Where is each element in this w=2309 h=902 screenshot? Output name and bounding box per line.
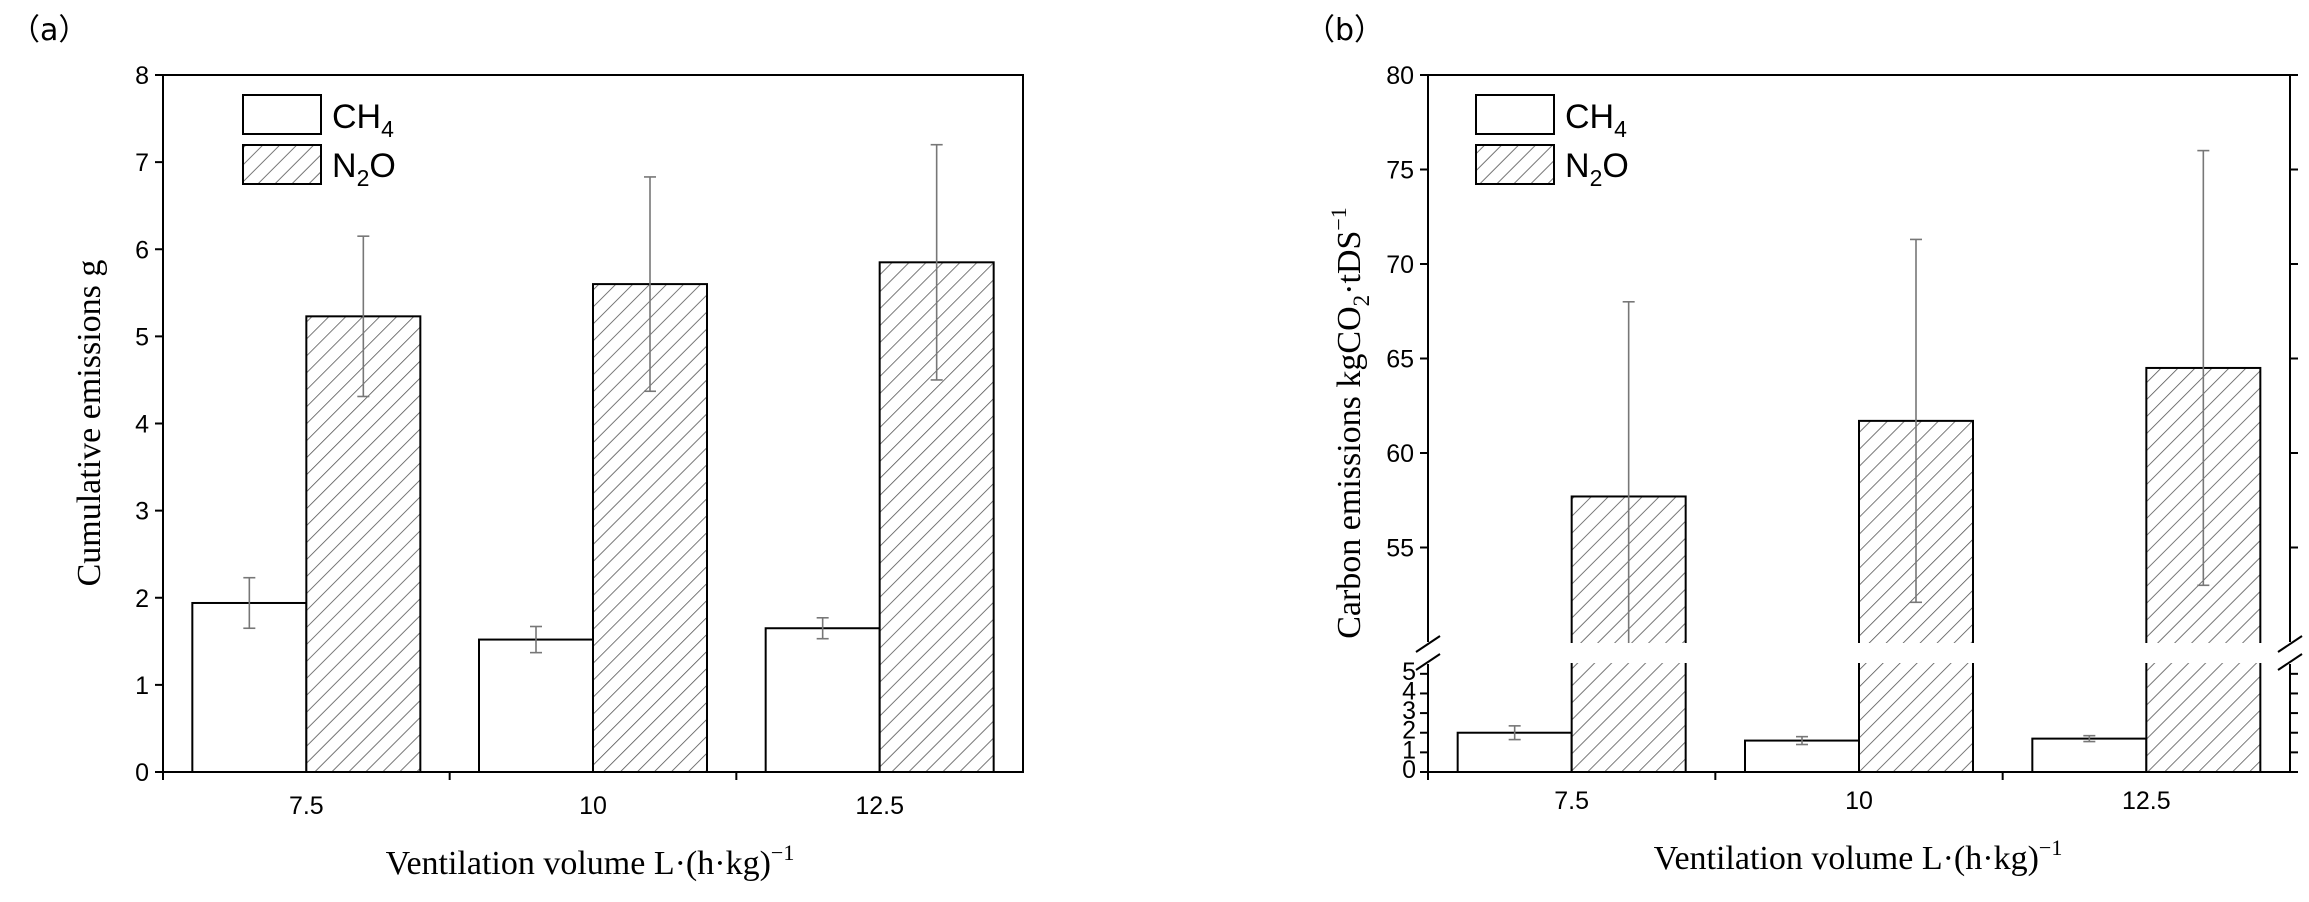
panel-a-y-axis: 0 1 2 3 4 5 6 7 8 [135,62,163,787]
panel-a-y-axis-title: Cumulative emissions g [71,260,108,587]
y-tick-label: 7 [135,149,149,177]
panel-b-x-axis: 7.5 10 12.5 [1427,772,2171,815]
y-tick-label: 2 [135,585,149,613]
y-tick-label: 1 [135,672,149,700]
legend-label-ch4: CH4 [1565,98,1627,142]
legend-label-n2o: N2O [332,147,396,191]
y-tick-label: 6 [135,236,149,264]
panel-a-x-axis: 7.5 10 12.5 [162,772,904,820]
y-tick-label: 2 [1402,717,1416,745]
x-tick-label: 10 [1845,787,1873,815]
x-tick-label: 12.5 [2122,787,2171,815]
y-tick-label: 5 [1402,658,1416,686]
panel-b-bars [1456,149,2262,774]
y-tick-label: 0 [135,759,149,787]
y-tick-label: 4 [135,411,149,439]
legend-swatch-ch4 [1475,94,1555,135]
y-tick-label: 65 [1386,346,1414,374]
y-tick-label: 75 [1386,157,1414,185]
panel-b-x-axis-title: Ventilation volume L·(h·kg)−1 [1654,835,2063,877]
x-tick-label: 12.5 [855,792,904,820]
y-tick-label: 3 [1402,697,1416,725]
y-tick-label: 4 [1402,677,1416,705]
axis-break-gap [1429,643,2289,663]
x-tick-label: 10 [579,792,607,820]
y-tick-label: 1 [1402,736,1416,764]
panel-a-x-axis-title: Ventilation volume L·(h·kg)−1 [386,840,795,882]
panel-a-label: （a） [10,13,88,48]
legend-label-n2o: N2O [1565,147,1629,191]
legend-swatch-ch4 [242,94,322,135]
y-tick-label: 3 [135,498,149,526]
x-tick-label: 7.5 [1554,787,1589,815]
bar-ch4 [191,601,308,773]
panel-a-bars [191,143,995,774]
y-tick-label: 55 [1386,535,1414,563]
y-tick-label: 5 [135,323,149,351]
x-tick-label: 7.5 [289,792,324,820]
bar-ch4 [478,638,594,773]
legend-swatch-n2o [1475,144,1555,185]
y-tick-label: 80 [1386,62,1414,90]
bar-ch4 [2031,737,2148,773]
y-tick-label: 60 [1386,440,1414,468]
panel-b-y-axis-title: Carbon emissions kgCO2·tDS−1 [1326,207,1374,639]
y-tick-label: 0 [1402,756,1416,784]
axis-break-mark-left [1415,635,1441,671]
y-tick-label: 8 [135,62,149,90]
legend-label-ch4: CH4 [332,98,394,142]
legend-swatch-n2o [242,144,322,185]
panel-a-legend: CH4 N2O [242,94,396,191]
y-tick-label: 70 [1386,251,1414,279]
panel-b-legend: CH4 N2O [1475,94,1629,191]
axis-break-mark-right [2277,635,2303,671]
panel-a: （a） 0 1 2 3 4 5 6 7 8 7.5 10 12.5 Cumulative emiss… [10,13,1024,882]
bar-ch4 [764,627,881,774]
bar-ch4 [1744,739,1860,774]
panel-b-label: （b） [1305,13,1384,48]
